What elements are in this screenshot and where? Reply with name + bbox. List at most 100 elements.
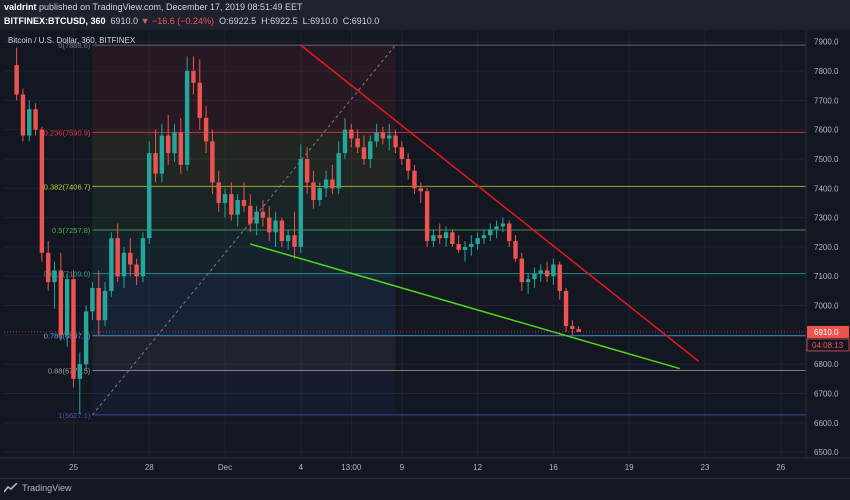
candle-body xyxy=(45,252,51,283)
y-tick-label: 7700.0 xyxy=(814,96,839,105)
candle-body xyxy=(178,132,184,165)
candle-body xyxy=(336,153,341,189)
candle-body xyxy=(563,290,569,327)
y-tick-label: 6700.0 xyxy=(814,390,839,399)
candles xyxy=(14,47,581,415)
candle-body xyxy=(191,71,196,83)
candle-body xyxy=(292,235,297,247)
candle-body xyxy=(159,135,165,174)
symbol-name: BITFINEX:BTCUSD, 360 xyxy=(4,16,106,26)
trend-lines[interactable] xyxy=(4,44,806,370)
low-value: L:6910.0 xyxy=(302,16,338,26)
candle-body xyxy=(52,270,57,283)
publish-info: valdrint published on TradingView.com, D… xyxy=(4,2,303,12)
fib-level-label: 0.382(7406.7) xyxy=(44,182,91,191)
candle-body xyxy=(83,311,89,365)
candle-body xyxy=(412,170,417,189)
price-axis-bg xyxy=(806,30,850,478)
tradingview-brand[interactable]: TradingView xyxy=(4,483,72,493)
support-line xyxy=(250,243,680,370)
last-price: 6910.0 xyxy=(110,16,139,26)
candle-body xyxy=(494,226,499,230)
candle-body xyxy=(519,258,525,283)
candle-body xyxy=(279,220,285,242)
candle-body xyxy=(216,182,221,203)
fib-level-label: 0(7888.6) xyxy=(58,41,91,50)
price-chart[interactable]: 0(7888.6) 0.236(7590.9) 0.382(7406.7) 0.5(7… xyxy=(0,30,850,478)
candle-body xyxy=(450,232,455,244)
candle-body xyxy=(64,279,70,335)
fib-level-label: 0.88(6778.5) xyxy=(48,366,91,375)
candle-body xyxy=(235,200,240,215)
brand-label: TradingView xyxy=(22,483,72,493)
candle-body xyxy=(128,252,133,265)
candle-body xyxy=(121,252,127,277)
y-tick-label: 6600.0 xyxy=(814,419,839,428)
candle-body xyxy=(481,235,487,239)
x-tick-label: 12 xyxy=(473,463,482,472)
candle-body xyxy=(418,188,423,192)
candle-body xyxy=(267,217,272,233)
candle-body xyxy=(134,264,139,277)
x-tick-label: 26 xyxy=(776,463,785,472)
price-axis[interactable]: 6500.06600.06700.06800.06900.07000.07100… xyxy=(805,30,850,478)
candle-body xyxy=(172,132,177,154)
candle-body xyxy=(115,238,120,277)
candle-body xyxy=(222,194,228,203)
fib-zone xyxy=(92,273,396,336)
last-price-label: 6910.0 04:08:13 xyxy=(806,325,850,352)
fib-zone xyxy=(92,45,396,133)
candle-body xyxy=(71,279,76,379)
candle-body xyxy=(298,158,304,247)
x-tick-label: 13:00 xyxy=(341,463,362,472)
fib-level-label: 0.236(7590.9) xyxy=(44,128,91,137)
candle-body xyxy=(285,235,291,242)
time-axis[interactable]: 25 28 Dec 4 13:00 9 12 16 19 23 26 xyxy=(0,457,850,472)
candle-body xyxy=(241,200,247,206)
candle-body xyxy=(424,191,430,242)
candle-body xyxy=(77,364,82,379)
x-tick-label: 19 xyxy=(625,463,634,472)
candle-body xyxy=(197,82,202,118)
candle-body xyxy=(260,211,266,218)
close-value: C:6910.0 xyxy=(342,16,380,26)
candle-body xyxy=(229,194,234,215)
candle-body xyxy=(96,287,101,321)
candle-body xyxy=(102,290,108,321)
candle-body xyxy=(557,264,562,291)
candle-body xyxy=(488,229,493,236)
candle-body xyxy=(525,279,531,283)
publisher-name[interactable]: valdrint xyxy=(4,2,37,12)
y-tick-label: 6800.0 xyxy=(814,360,839,369)
x-tick-label: 28 xyxy=(145,463,154,472)
publish-text: published on TradingView.com, December 1… xyxy=(39,2,303,12)
candle-body xyxy=(254,211,259,224)
countdown-text: 04:08:13 xyxy=(812,341,844,350)
candle-body xyxy=(317,188,322,201)
candle-body xyxy=(544,270,550,277)
candle-body xyxy=(532,273,537,280)
chart-title: Bitcoin / U.S. Dollar, 360, BITFINEX xyxy=(8,36,136,45)
candle-body xyxy=(443,232,449,239)
symbol-info: BITFINEX:BTCUSD, 360 6910.0 ▼ −16.6 (−0.… xyxy=(4,16,379,26)
fibonacci-retracement[interactable]: 0(7888.6) 0.236(7590.9) 0.382(7406.7) 0.5(7… xyxy=(44,41,806,420)
candle-body xyxy=(349,129,354,139)
y-tick-label: 7600.0 xyxy=(814,126,839,135)
candle-body xyxy=(109,238,114,291)
candle-body xyxy=(203,117,209,142)
candle-body xyxy=(456,244,461,250)
last-price-text: 6910.0 xyxy=(814,328,839,337)
candle-body xyxy=(551,264,556,277)
candle-body xyxy=(405,158,411,171)
candle-body xyxy=(570,326,575,330)
resistance-line xyxy=(300,44,700,362)
y-tick-label: 7900.0 xyxy=(814,38,839,47)
grid xyxy=(4,30,806,458)
candle-body xyxy=(393,135,398,148)
candle-body xyxy=(355,138,360,148)
footer-bar: TradingView xyxy=(0,478,850,500)
candle-body xyxy=(475,238,480,244)
candle-body xyxy=(342,129,348,154)
fib-level-label: 0.5(7257.8) xyxy=(52,226,91,235)
candle-body xyxy=(140,238,146,277)
